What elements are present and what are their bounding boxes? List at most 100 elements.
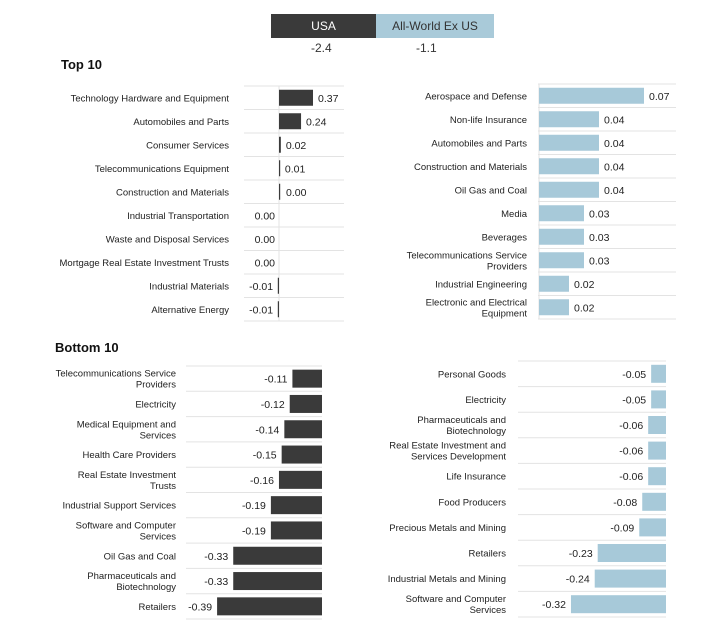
value-label: 0.07 (649, 91, 670, 103)
section-title-top: Top 10 (61, 57, 102, 72)
legend-usa-label: USA (311, 19, 336, 33)
category-label: Industrial Engineering (435, 279, 527, 290)
legend-world-value: -1.1 (416, 41, 437, 55)
value-label: -0.15 (253, 450, 277, 462)
category-label: Life Insurance (446, 472, 506, 483)
category-label: Telecommunications Service Providers (407, 250, 528, 272)
bar (539, 181, 599, 198)
value-label: 0.04 (604, 185, 625, 197)
category-label: Beverages (482, 232, 528, 243)
bar (539, 134, 599, 151)
category-label: Electricity (135, 399, 176, 410)
bar (278, 470, 322, 489)
value-label: -0.06 (619, 471, 643, 483)
legend-world-label: All-World Ex US (392, 19, 478, 33)
bar (270, 521, 322, 540)
value-label: -0.33 (204, 576, 228, 588)
value-label: 0.04 (604, 161, 625, 173)
category-label: Non-life Insurance (450, 115, 527, 126)
bar (284, 420, 322, 439)
bar (539, 275, 569, 292)
category-label: Consumer Services (146, 140, 229, 151)
bar (279, 113, 302, 130)
category-label: Health Care Providers (83, 450, 177, 461)
category-label: Technology Hardware and Equipment (71, 93, 230, 104)
category-label: Personal Goods (438, 369, 506, 380)
value-label: -0.16 (250, 475, 274, 487)
category-label: Real Estate Investment and Services Devel… (389, 441, 506, 463)
value-label: 0.04 (604, 138, 625, 150)
bar (233, 546, 322, 565)
category-label: Software and Computer Services (76, 520, 177, 542)
category-label: Automobiles and Parts (431, 138, 527, 149)
bar (570, 595, 666, 614)
category-label: Industrial Support Services (62, 501, 176, 512)
bar (279, 89, 314, 106)
category-label: Automobiles and Parts (133, 117, 229, 128)
bar (539, 228, 584, 245)
category-label: Oil Gas and Coal (455, 185, 527, 196)
value-label: -0.19 (242, 500, 266, 512)
legend-usa: USA (271, 14, 376, 38)
category-label: Oil Gas and Coal (104, 551, 176, 562)
bar (539, 111, 599, 128)
category-label: Precious Metals and Mining (389, 523, 506, 534)
category-label: Pharmaceuticals and Biotechnology (417, 415, 506, 437)
category-label: Telecommunications Service Providers (56, 369, 177, 391)
bar (597, 544, 666, 562)
value-label: -0.14 (255, 424, 279, 436)
bar (281, 445, 322, 464)
value-label: 0.01 (285, 163, 306, 175)
value-label: 0.03 (589, 255, 610, 267)
value-label: -0.01 (249, 304, 273, 316)
category-label: Real Estate Investment Trusts (78, 470, 177, 492)
category-label: Electricity (465, 395, 506, 406)
category-label: Telecommunications Equipment (95, 164, 229, 175)
value-label: -0.19 (242, 525, 266, 537)
category-label: Electronic and Electrical Equipment (426, 297, 528, 319)
category-label: Waste and Disposal Services (106, 234, 229, 245)
bar (279, 160, 281, 177)
value-label: -0.32 (542, 599, 566, 611)
category-label: Food Producers (438, 497, 506, 508)
category-label: Industrial Materials (149, 281, 229, 292)
value-label: 0.00 (255, 234, 276, 246)
category-label: Retailers (469, 549, 507, 560)
bar (539, 87, 644, 104)
value-label: -0.12 (261, 399, 285, 411)
bar (648, 441, 666, 460)
value-label: -0.06 (619, 420, 643, 432)
bar (539, 158, 599, 175)
value-label: 0.24 (306, 116, 327, 128)
value-label: -0.39 (188, 601, 212, 613)
category-label: Industrial Transportation (127, 211, 229, 222)
legend-usa-value: -2.4 (311, 41, 332, 55)
bar (539, 299, 569, 316)
category-label: Aerospace and Defense (425, 91, 527, 102)
bar (539, 205, 584, 222)
value-label: -0.23 (569, 548, 593, 560)
category-label: Software and Computer Services (406, 594, 507, 616)
bar (279, 183, 281, 200)
bar (642, 492, 666, 511)
value-label: -0.33 (204, 551, 228, 563)
value-label: 0.02 (286, 140, 307, 152)
category-label: Mortgage Real Estate Investment Trusts (60, 258, 230, 269)
bar (651, 364, 666, 383)
bar (651, 390, 666, 409)
category-label: Construction and Materials (414, 162, 527, 173)
category-label: Alternative Energy (151, 305, 229, 316)
bar (539, 252, 584, 269)
value-label: -0.24 (566, 574, 590, 586)
category-label: Construction and Materials (116, 187, 229, 198)
value-label: 0.03 (589, 232, 610, 244)
bar (233, 572, 322, 591)
value-label: 0.02 (574, 302, 595, 314)
bar (289, 394, 322, 413)
category-label: Pharmaceuticals and Biotechnology (87, 571, 176, 593)
value-label: 0.03 (589, 208, 610, 220)
bar (277, 301, 279, 318)
bar (292, 369, 322, 388)
